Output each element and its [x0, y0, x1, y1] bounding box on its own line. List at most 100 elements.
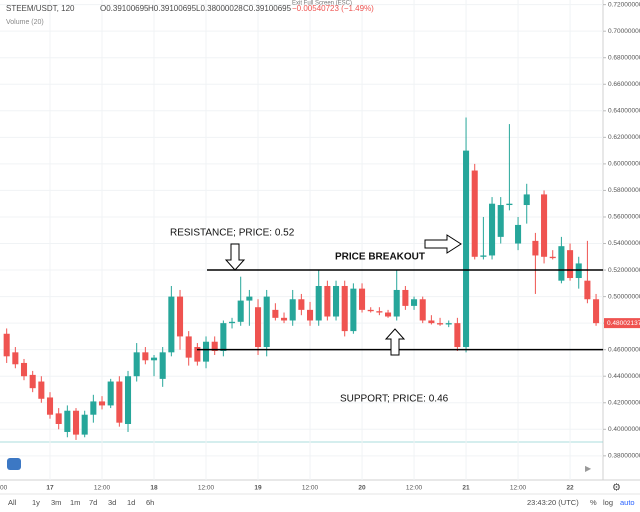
candle-body	[567, 250, 574, 279]
candle-body	[81, 414, 88, 435]
y-tick-label: 0.60000000	[608, 161, 640, 168]
candle-body	[220, 323, 227, 352]
logo	[7, 458, 21, 470]
candle-body	[98, 401, 106, 406]
candle-body	[593, 299, 600, 324]
candle-body	[246, 296, 253, 301]
candle-body	[263, 296, 270, 348]
clock: 23:43:20 (UTC)	[527, 498, 579, 507]
candle-body	[497, 205, 504, 237]
candle-body	[584, 280, 591, 300]
candle-body	[558, 246, 565, 281]
candle-body	[72, 410, 80, 435]
x-tick-label: 21	[462, 485, 470, 492]
candle-body	[411, 299, 418, 306]
y-tick-label: 0.52000000	[608, 267, 640, 274]
candle-body	[38, 381, 45, 399]
candle-body	[480, 255, 487, 257]
y-tick-label: 0.54000000	[608, 240, 640, 247]
candle-body	[350, 288, 357, 332]
annotations: RESISTANCE; PRICE: 0.52 SUPPORT; PRICE: 0…	[170, 228, 640, 404]
x-tick-label: 22	[566, 485, 574, 492]
scale-option[interactable]: log	[603, 498, 613, 507]
x-tick-label: 12:00	[302, 485, 319, 492]
symbol: STEEM/USDT, 120	[6, 4, 75, 13]
candle-body	[176, 296, 184, 337]
candle-body	[281, 317, 288, 321]
range-button[interactable]: 6h	[146, 498, 154, 507]
candle-body	[393, 289, 400, 317]
range-button[interactable]: 7d	[89, 498, 97, 507]
candle-body	[46, 397, 54, 415]
range-button[interactable]: All	[8, 498, 17, 507]
y-tick-label: 0.64000000	[608, 108, 640, 115]
x-tick-label: 19	[254, 485, 262, 492]
ohlc-close: C0.39100695	[243, 4, 292, 13]
x-tick-label: 12:00	[94, 485, 111, 492]
candle-body	[202, 341, 210, 362]
candle-body	[298, 299, 305, 310]
ohlc-change: −0.00540723 (−1.49%)	[292, 4, 374, 13]
support-label: SUPPORT; PRICE: 0.46	[340, 393, 449, 404]
range-button[interactable]: 1m	[70, 498, 80, 507]
x-tick-label: 12:00	[406, 485, 423, 492]
candle-body	[211, 341, 218, 352]
settings-icon[interactable]: ⚙	[612, 483, 621, 494]
candle-body	[549, 256, 556, 259]
y-tick-label: 0.38000000	[608, 453, 640, 460]
y-tick-label: 0.40000000	[608, 426, 640, 433]
candle-body	[272, 309, 279, 318]
ohlc-low: L0.38000028	[196, 4, 243, 13]
candle-body	[168, 296, 175, 353]
scroll-icon[interactable]: ▶	[585, 464, 592, 473]
candle-body	[471, 170, 478, 257]
range-button[interactable]: 1y	[32, 498, 40, 507]
candle-body	[237, 300, 244, 322]
candle-body	[367, 309, 374, 312]
candle-body	[532, 240, 539, 256]
candle-body	[523, 194, 530, 206]
candle-body	[20, 362, 28, 377]
candle-body	[541, 194, 548, 257]
right-arrow	[424, 234, 462, 254]
scale-option[interactable]: %	[590, 498, 597, 507]
candle-body	[489, 203, 496, 256]
candle-body	[194, 347, 201, 362]
range-button[interactable]: 1d	[127, 498, 135, 507]
candle-body	[142, 352, 149, 361]
last-price-label: 0.48002137	[607, 320, 640, 327]
candle-body	[341, 285, 348, 332]
toolbar: All 1y 3m 1m 7d 3d 1d 6h 23:43:20 (UTC)% log auto	[8, 498, 635, 507]
candle-body	[445, 323, 452, 325]
candle-body	[90, 401, 97, 415]
x-tick-label: 12:00	[510, 485, 527, 492]
candle-body	[376, 311, 383, 313]
candle-body	[289, 299, 296, 321]
candle-body	[29, 374, 36, 389]
candle-body	[419, 299, 426, 321]
scale-option[interactable]: auto	[620, 498, 635, 507]
y-tick-label: 0.66000000	[608, 81, 640, 88]
y-tick-label: 0.72000000	[608, 1, 640, 8]
candle-body	[402, 289, 409, 306]
y-tick-label: 0.46000000	[608, 346, 640, 353]
candle-body	[324, 285, 331, 317]
range-button[interactable]: 3d	[108, 498, 116, 507]
candle-body	[463, 150, 470, 348]
candle-body	[506, 203, 513, 206]
candle-body	[454, 323, 461, 348]
range-button[interactable]: 3m	[51, 498, 61, 507]
y-tick-label: 0.68000000	[608, 54, 640, 61]
x-tick-label: 18	[150, 485, 158, 492]
ohlc-open: O0.39100695	[100, 4, 149, 13]
candle-body	[254, 307, 262, 348]
x-tick-label: 20	[358, 485, 366, 492]
candle-body	[228, 321, 236, 324]
candle-body	[315, 285, 322, 321]
candle-body	[333, 285, 340, 317]
candle-body	[437, 323, 444, 325]
candle-body	[359, 288, 366, 310]
candle-body	[385, 312, 392, 317]
candle-body	[428, 320, 435, 324]
